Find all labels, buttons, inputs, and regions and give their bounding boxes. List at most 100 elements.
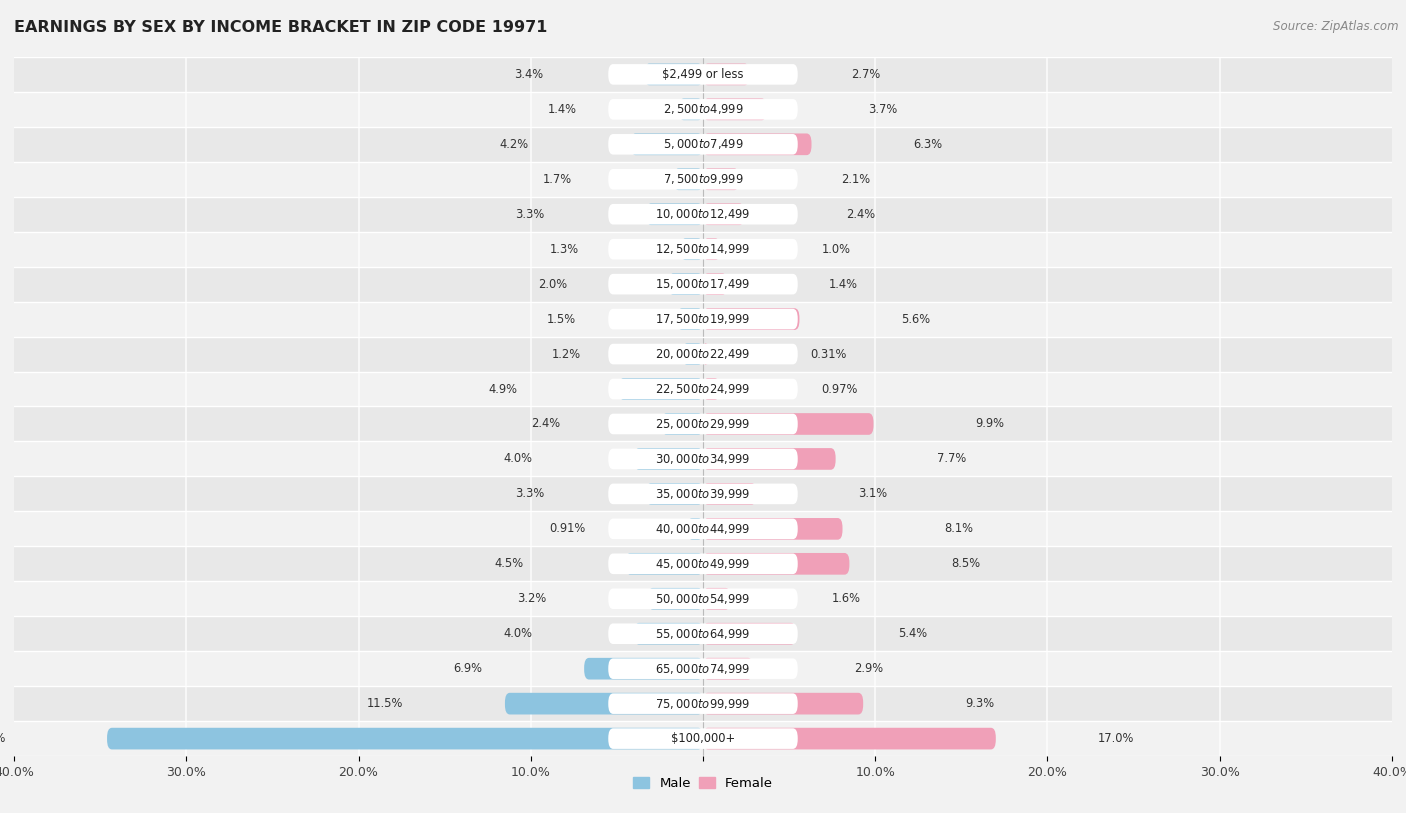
FancyBboxPatch shape xyxy=(703,553,849,575)
FancyBboxPatch shape xyxy=(703,63,749,85)
Bar xyxy=(14,581,1392,616)
Bar xyxy=(14,162,1392,197)
Text: 2.7%: 2.7% xyxy=(851,68,880,80)
Text: $15,000 to $17,499: $15,000 to $17,499 xyxy=(655,277,751,291)
FancyBboxPatch shape xyxy=(703,273,727,295)
FancyBboxPatch shape xyxy=(703,448,835,470)
FancyBboxPatch shape xyxy=(673,168,703,190)
Text: $20,000 to $22,499: $20,000 to $22,499 xyxy=(655,347,751,361)
Bar xyxy=(14,232,1392,267)
Text: 1.6%: 1.6% xyxy=(832,593,862,605)
FancyBboxPatch shape xyxy=(634,448,703,470)
Text: 0.91%: 0.91% xyxy=(550,523,586,535)
FancyBboxPatch shape xyxy=(609,554,797,574)
Text: 6.9%: 6.9% xyxy=(454,663,482,675)
FancyBboxPatch shape xyxy=(703,483,756,505)
FancyBboxPatch shape xyxy=(662,413,703,435)
FancyBboxPatch shape xyxy=(681,238,703,260)
FancyBboxPatch shape xyxy=(703,168,740,190)
FancyBboxPatch shape xyxy=(679,98,703,120)
FancyBboxPatch shape xyxy=(703,588,731,610)
FancyBboxPatch shape xyxy=(703,308,800,330)
Text: 1.0%: 1.0% xyxy=(823,243,851,255)
Text: $65,000 to $74,999: $65,000 to $74,999 xyxy=(655,662,751,676)
FancyBboxPatch shape xyxy=(609,204,797,224)
FancyBboxPatch shape xyxy=(648,588,703,610)
FancyBboxPatch shape xyxy=(631,133,703,155)
FancyBboxPatch shape xyxy=(688,518,703,540)
Text: 4.0%: 4.0% xyxy=(503,628,533,640)
Text: $45,000 to $49,999: $45,000 to $49,999 xyxy=(655,557,751,571)
Text: 7.7%: 7.7% xyxy=(938,453,966,465)
Text: $35,000 to $39,999: $35,000 to $39,999 xyxy=(655,487,751,501)
FancyBboxPatch shape xyxy=(703,623,796,645)
Bar xyxy=(14,651,1392,686)
FancyBboxPatch shape xyxy=(703,693,863,715)
Text: $50,000 to $54,999: $50,000 to $54,999 xyxy=(655,592,751,606)
FancyBboxPatch shape xyxy=(644,63,703,85)
Text: 1.7%: 1.7% xyxy=(543,173,572,185)
FancyBboxPatch shape xyxy=(703,413,873,435)
Text: 3.7%: 3.7% xyxy=(869,103,897,115)
Text: 8.1%: 8.1% xyxy=(945,523,973,535)
FancyBboxPatch shape xyxy=(609,484,797,504)
Text: $22,500 to $24,999: $22,500 to $24,999 xyxy=(655,382,751,396)
FancyBboxPatch shape xyxy=(703,343,709,365)
Text: 2.4%: 2.4% xyxy=(531,418,560,430)
Bar xyxy=(14,372,1392,406)
Text: 3.3%: 3.3% xyxy=(515,208,544,220)
Text: Source: ZipAtlas.com: Source: ZipAtlas.com xyxy=(1274,20,1399,33)
Text: 1.4%: 1.4% xyxy=(548,103,578,115)
FancyBboxPatch shape xyxy=(609,134,797,154)
Bar xyxy=(14,511,1392,546)
FancyBboxPatch shape xyxy=(703,98,766,120)
FancyBboxPatch shape xyxy=(609,309,797,329)
Text: $17,500 to $19,999: $17,500 to $19,999 xyxy=(655,312,751,326)
Text: 4.2%: 4.2% xyxy=(501,138,529,150)
Text: 17.0%: 17.0% xyxy=(1098,733,1133,745)
FancyBboxPatch shape xyxy=(609,99,797,120)
Text: 3.1%: 3.1% xyxy=(858,488,887,500)
FancyBboxPatch shape xyxy=(609,624,797,644)
Bar xyxy=(14,721,1392,756)
Text: $12,500 to $14,999: $12,500 to $14,999 xyxy=(655,242,751,256)
FancyBboxPatch shape xyxy=(634,623,703,645)
Text: 9.3%: 9.3% xyxy=(965,698,994,710)
FancyBboxPatch shape xyxy=(609,379,797,399)
Text: $25,000 to $29,999: $25,000 to $29,999 xyxy=(655,417,751,431)
Bar xyxy=(14,616,1392,651)
FancyBboxPatch shape xyxy=(678,308,703,330)
Bar xyxy=(14,127,1392,162)
Bar xyxy=(14,337,1392,372)
Bar xyxy=(14,686,1392,721)
Text: 1.3%: 1.3% xyxy=(550,243,579,255)
Bar xyxy=(14,57,1392,92)
FancyBboxPatch shape xyxy=(703,728,995,750)
FancyBboxPatch shape xyxy=(703,203,744,225)
Text: $10,000 to $12,499: $10,000 to $12,499 xyxy=(655,207,751,221)
FancyBboxPatch shape xyxy=(609,449,797,469)
Text: 2.4%: 2.4% xyxy=(846,208,875,220)
Text: 3.3%: 3.3% xyxy=(515,488,544,500)
Text: 2.1%: 2.1% xyxy=(841,173,870,185)
Bar xyxy=(14,476,1392,511)
FancyBboxPatch shape xyxy=(682,343,703,365)
FancyBboxPatch shape xyxy=(609,589,797,609)
Bar xyxy=(14,441,1392,476)
Text: 0.31%: 0.31% xyxy=(810,348,846,360)
Text: 5.6%: 5.6% xyxy=(901,313,931,325)
Text: EARNINGS BY SEX BY INCOME BRACKET IN ZIP CODE 19971: EARNINGS BY SEX BY INCOME BRACKET IN ZIP… xyxy=(14,20,547,35)
FancyBboxPatch shape xyxy=(609,169,797,189)
Bar xyxy=(14,267,1392,302)
Text: $2,500 to $4,999: $2,500 to $4,999 xyxy=(662,102,744,116)
FancyBboxPatch shape xyxy=(609,274,797,294)
Text: $100,000+: $100,000+ xyxy=(671,733,735,745)
FancyBboxPatch shape xyxy=(609,519,797,539)
FancyBboxPatch shape xyxy=(703,378,720,400)
Text: 5.4%: 5.4% xyxy=(897,628,927,640)
Text: 4.5%: 4.5% xyxy=(495,558,524,570)
FancyBboxPatch shape xyxy=(647,483,703,505)
FancyBboxPatch shape xyxy=(619,378,703,400)
Text: 3.4%: 3.4% xyxy=(513,68,543,80)
Text: 4.9%: 4.9% xyxy=(488,383,517,395)
